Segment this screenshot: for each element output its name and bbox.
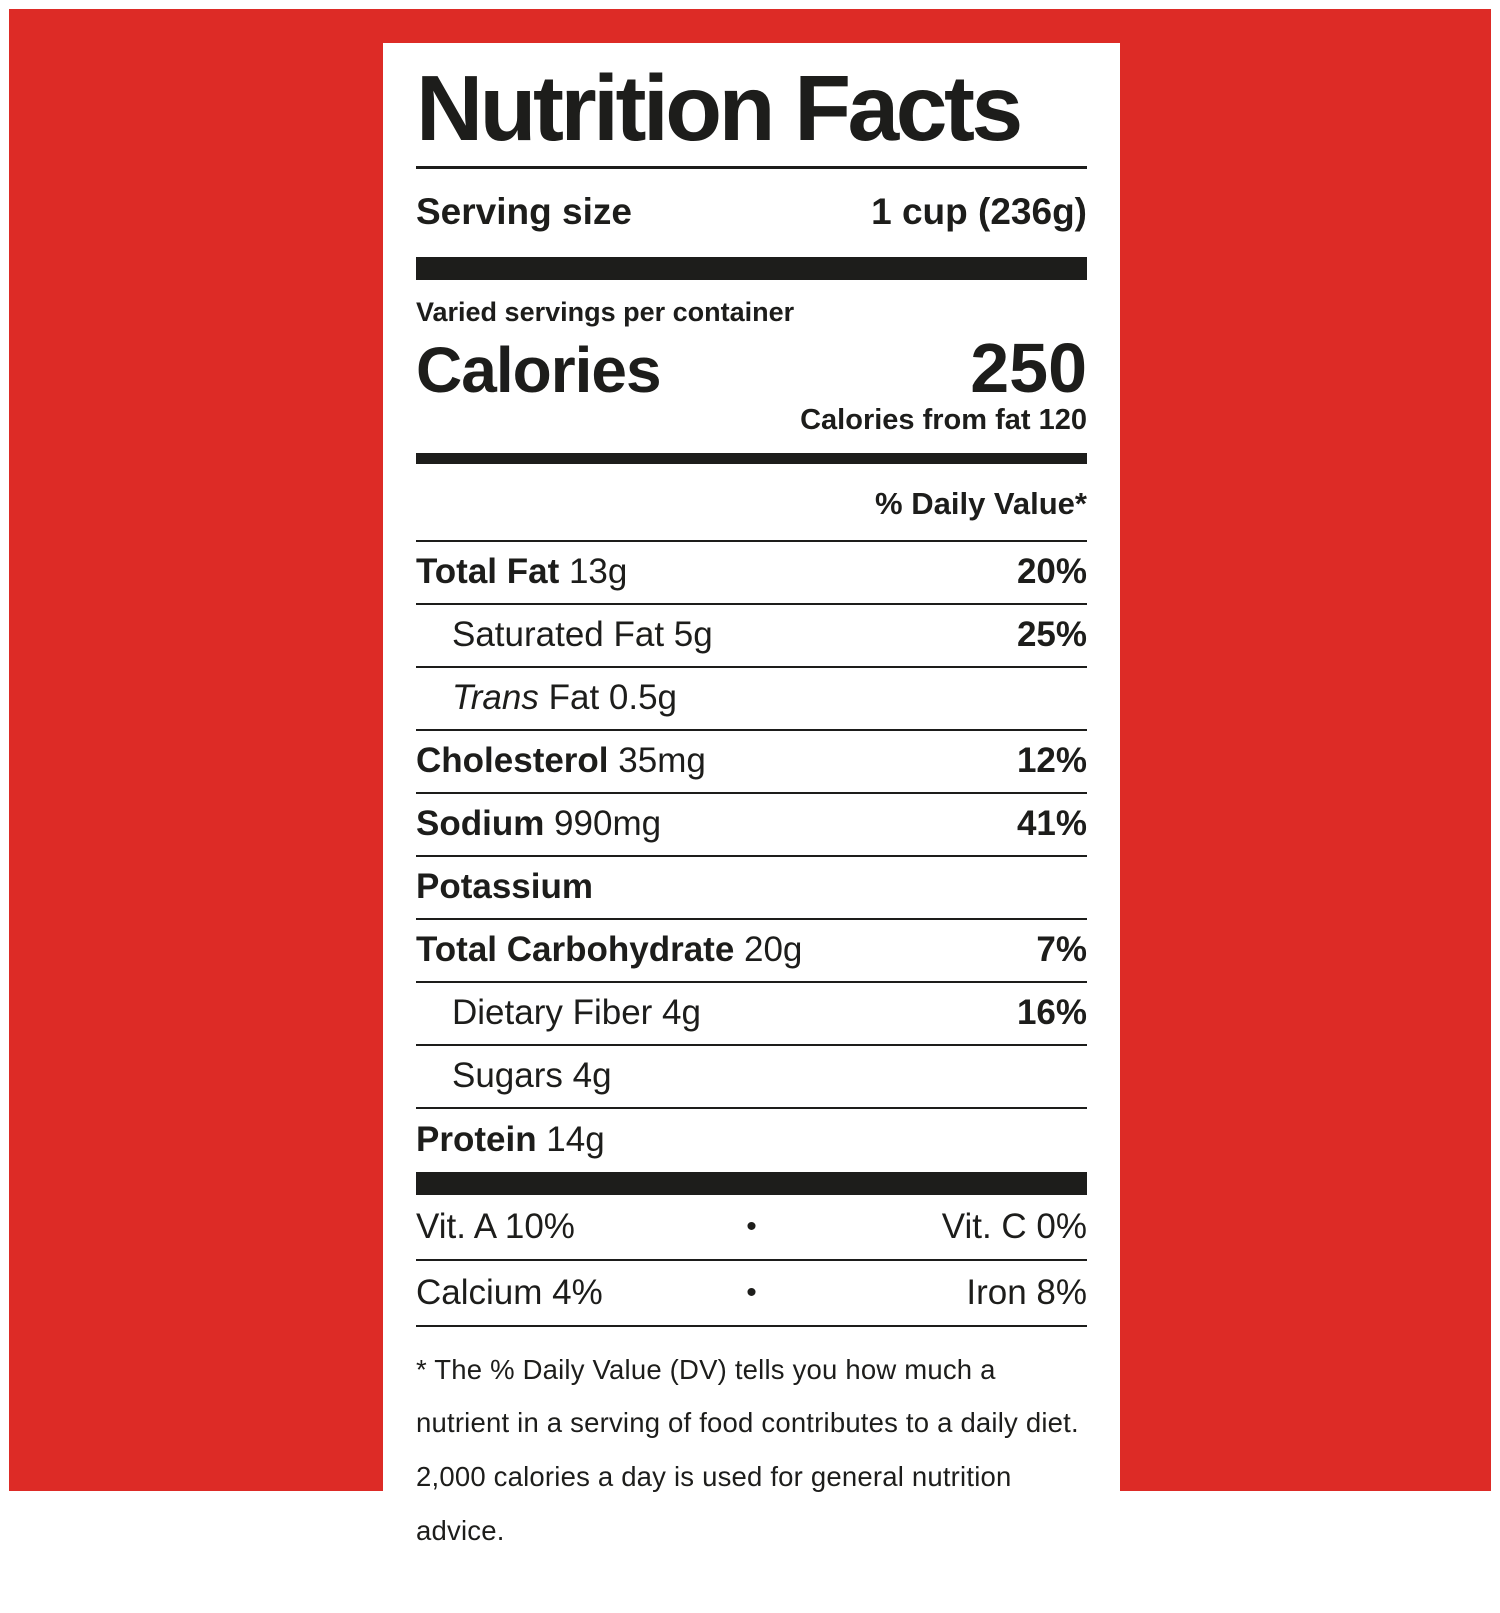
nutrient-name-bold: Protein <box>416 1120 537 1160</box>
nutrient-name-bold: Total Fat <box>416 552 560 592</box>
nutrition-facts-title: Nutrition Facts <box>416 56 1023 160</box>
nutrient-amount: 20g <box>734 930 803 970</box>
separator-bar-mid <box>416 452 1087 464</box>
nutrient-name-bold: Cholesterol <box>416 741 609 781</box>
nutrient-row: Saturated Fat 5g 25% <box>416 605 1087 668</box>
nutrient-amount: 13g <box>559 552 628 592</box>
nutrient-amount: Fat 0.5g <box>538 678 678 718</box>
nutrient-row: Cholesterol 35mg 12% <box>416 731 1087 794</box>
nutrient-row: Total Carbohydrate 20g 7% <box>416 920 1087 983</box>
nutrient-name: Cholesterol 35mg <box>416 741 706 781</box>
nutrient-name: Protein 14g <box>416 1120 605 1160</box>
nutrient-name-bold: Sodium <box>416 804 545 844</box>
daily-value-header: % Daily Value* <box>416 464 1087 542</box>
nutrient-name: Sugars 4g <box>452 1056 612 1096</box>
calories-value: 250 <box>970 328 1087 407</box>
vitamin-rows: Vit. A 10% • Vit. C 0% Calcium 4% • Iron… <box>416 1195 1087 1327</box>
vitamin-row: Vit. A 10% • Vit. C 0% <box>416 1195 1087 1261</box>
nutrient-daily-value: 25% <box>1016 615 1087 655</box>
nutrient-daily-value: 16% <box>1016 993 1087 1033</box>
separator-bar-bottom <box>416 1171 1087 1195</box>
nutrient-amount: Saturated Fat 5g <box>452 615 713 655</box>
nutrient-name: Dietary Fiber 4g <box>452 993 701 1033</box>
serving-size-row: Serving size 1 cup (236g) <box>416 169 1087 257</box>
nutrient-name-bold: Total Carbohydrate <box>416 930 735 970</box>
vitamin-left: Vit. A 10% <box>416 1206 575 1246</box>
nutrient-amount: Dietary Fiber 4g <box>452 993 701 1033</box>
nutrient-amount: Sugars 4g <box>452 1056 612 1096</box>
nutrient-row: Trans Fat 0.5g <box>416 668 1087 731</box>
calories-from-fat: Calories from fat 120 <box>800 403 1087 436</box>
nutrient-daily-value: 12% <box>1016 741 1087 781</box>
nutrient-daily-value: 41% <box>1016 804 1087 844</box>
nutrient-amount: 35mg <box>608 741 706 781</box>
nutrient-row: Sodium 990mg 41% <box>416 794 1087 857</box>
nutrient-amount: 14g <box>536 1120 605 1160</box>
nutrient-row: Total Fat 13g 20% <box>416 542 1087 605</box>
nutrient-row: Sugars 4g <box>416 1046 1087 1109</box>
nutrient-row: Dietary Fiber 4g 16% <box>416 983 1087 1046</box>
nutrient-name-bold: Potassium <box>416 867 593 907</box>
vitamin-right: Vit. C 0% <box>941 1206 1088 1246</box>
nutrient-rows: Total Fat 13g 20% Saturated Fat 5g 25% T… <box>416 542 1087 1172</box>
separator-bar-top <box>416 256 1087 280</box>
nutrition-facts-panel: Nutrition Facts Serving size 1 cup (236g… <box>383 43 1120 1613</box>
bullet-separator: • <box>746 1275 757 1309</box>
nutrient-name: Total Fat 13g <box>416 552 627 592</box>
vitamin-row: Calcium 4% • Iron 8% <box>416 1261 1087 1327</box>
nutrient-amount: 990mg <box>544 804 662 844</box>
nutrient-name: Trans Fat 0.5g <box>452 678 677 718</box>
vitamin-left: Calcium 4% <box>416 1272 603 1312</box>
serving-size-value: 1 cup (236g) <box>871 190 1087 232</box>
calories-label: Calories <box>416 333 662 406</box>
nutrient-daily-value: 7% <box>1036 930 1087 970</box>
serving-size-label: Serving size <box>416 190 632 232</box>
nutrient-name: Sodium 990mg <box>416 804 661 844</box>
title-rule <box>416 165 1087 169</box>
nutrient-name: Total Carbohydrate 20g <box>416 930 802 970</box>
nutrient-name: Potassium <box>416 867 593 907</box>
nutrient-row: Protein 14g <box>416 1109 1087 1172</box>
calories-row: Calories 250 <box>416 328 1087 408</box>
bullet-separator: • <box>746 1209 757 1243</box>
servings-per-container: Varied servings per container <box>416 296 795 327</box>
nutrient-name: Saturated Fat 5g <box>452 615 713 655</box>
daily-value-footnote: * The % Daily Value (DV) tells you how m… <box>416 1353 1079 1546</box>
nutrient-daily-value: 20% <box>1016 552 1087 592</box>
nutrient-row: Potassium <box>416 857 1087 920</box>
vitamin-right: Iron 8% <box>966 1272 1088 1312</box>
nutrient-name-italic: Trans <box>452 678 539 718</box>
page: { "background": { "red_color": "#dd2b26"… <box>9 9 1491 1546</box>
